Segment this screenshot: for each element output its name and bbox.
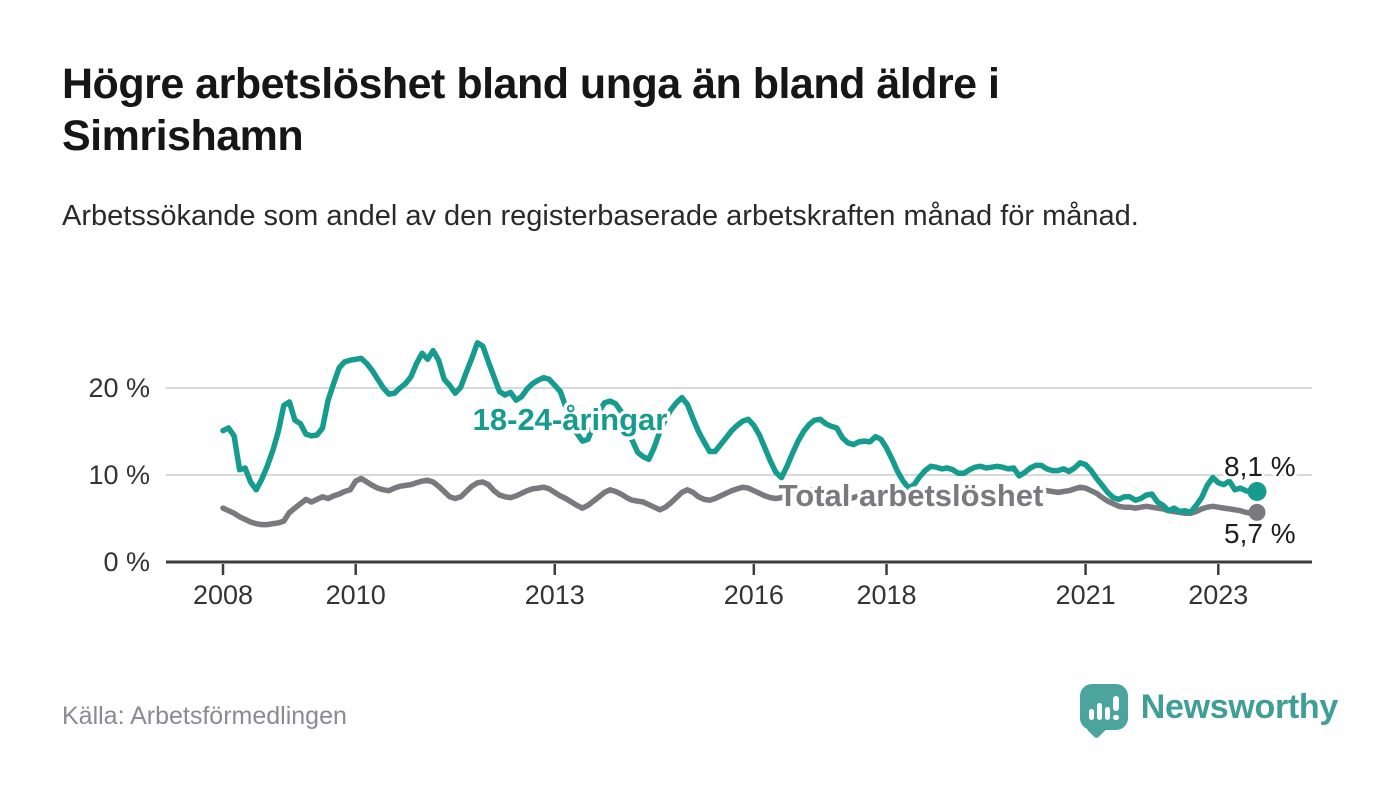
y-tick-label-10: 10 % [88,460,150,490]
series-label-total: Total arbetslöshet [779,478,1044,513]
x-tick-label-2010: 2010 [326,580,386,610]
page-title: Högre arbetslöshet bland unga än bland ä… [62,60,1000,161]
y-tick-label-20: 20 % [88,373,150,403]
y-tick-label-0: 0 % [103,547,150,577]
series-label-young: 18-24-åringar [473,402,668,437]
newsworthy-logo: Newsworthy [1079,684,1339,730]
logo-bar-icon [1096,703,1103,720]
series-line-total [220,475,1260,528]
end-value-label-total: 5,7 % [1224,518,1296,549]
series-end-dot-young [1247,482,1267,502]
x-tick-label-2013: 2013 [525,580,585,610]
newsworthy-wordmark: Newsworthy [1140,687,1339,726]
chart-subtitle: Arbetssökande som andel av den registerb… [62,200,1139,232]
series-line-young [220,340,1260,516]
logo-exclamation-dot-icon [1113,714,1119,720]
logo-bar-icon [1088,709,1095,720]
x-tick-label-2021: 2021 [1056,580,1116,610]
series-end-dot-total [1248,503,1266,521]
source-note: Källa: Arbetsförmedlingen [62,702,347,730]
x-tick-label-2023: 2023 [1188,580,1248,610]
logo-exclamation-icon [1113,696,1119,711]
logo-bar-icon [1104,707,1111,720]
x-tick-label-2018: 2018 [856,580,916,610]
x-tick-label-2008: 2008 [193,580,253,610]
x-tick-label-2016: 2016 [724,580,784,610]
newsworthy-bubble-chart-icon [1079,684,1128,730]
end-value-label-young: 8,1 % [1224,451,1296,482]
